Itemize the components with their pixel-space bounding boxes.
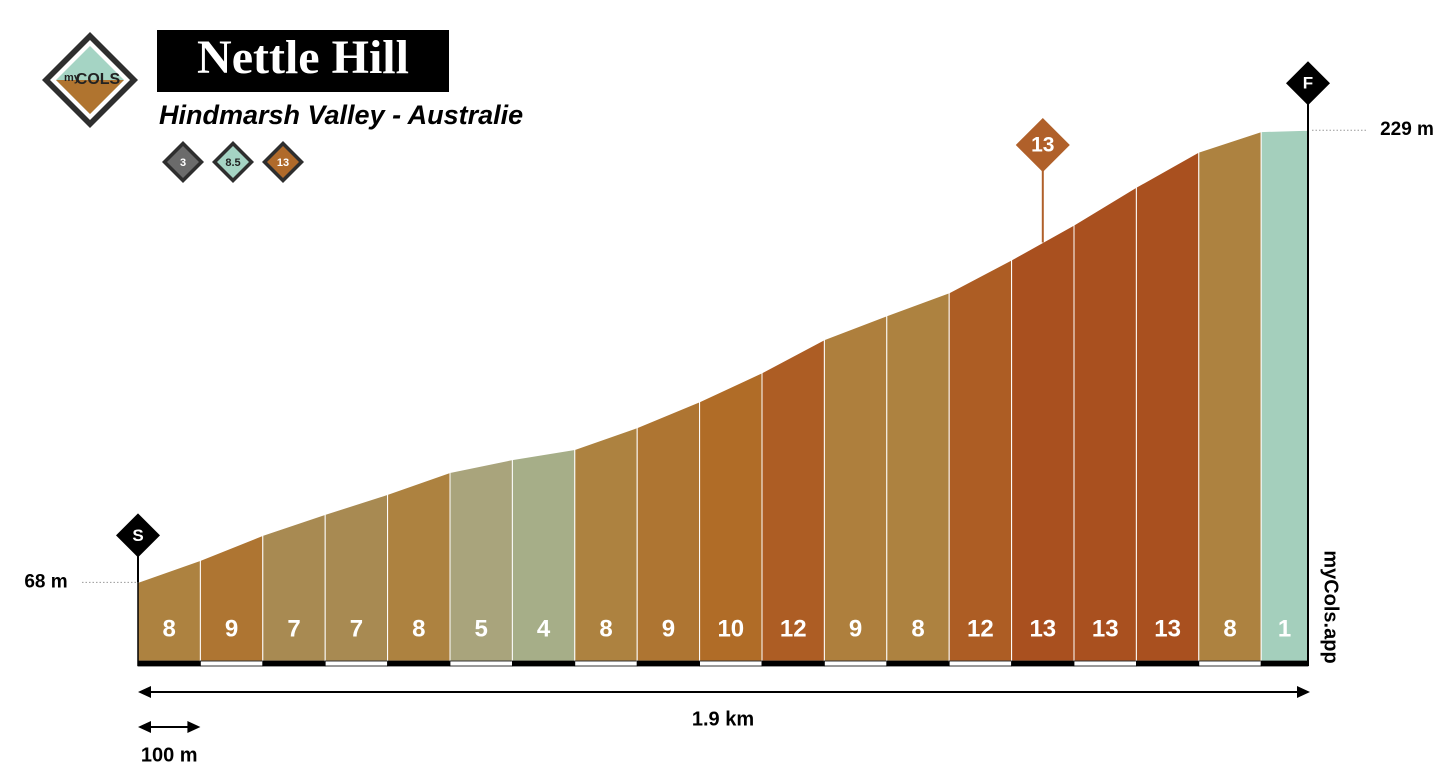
gradient-label: 1 <box>1278 615 1291 642</box>
distance-arrow-head <box>1297 686 1310 698</box>
title-box <box>157 30 449 92</box>
elevation-label: 68 m <box>24 571 67 592</box>
legend-label: 8.5 <box>225 157 240 169</box>
legend-badge <box>217 146 249 178</box>
gradient-label: 7 <box>350 615 363 642</box>
gradient-label: 8 <box>911 615 924 642</box>
distance-block <box>1073 660 1137 667</box>
logo-main: COLS <box>76 71 121 88</box>
gradient-label: 8 <box>599 615 612 642</box>
profile-segment <box>948 259 1013 662</box>
distance-block <box>1011 660 1075 667</box>
legend-label: 3 <box>180 157 186 169</box>
gradient-label: 8 <box>1223 615 1236 642</box>
profile-segment <box>137 559 201 662</box>
logo-ground <box>56 80 124 114</box>
gradient-label: 9 <box>662 615 675 642</box>
profile-segment <box>1073 186 1137 662</box>
distance-label: 1.9 km <box>692 708 754 730</box>
distance-block <box>948 660 1013 667</box>
gradient-label: 13 <box>1092 615 1119 642</box>
scale-arrow-head <box>187 721 201 733</box>
max-gradient-diamond <box>1015 118 1070 172</box>
profile-segment <box>1260 129 1309 662</box>
scale-arrow-head <box>138 721 151 733</box>
legend-label: 13 <box>277 157 289 169</box>
distance-block <box>886 660 950 667</box>
scale-label: 100 m <box>141 744 198 766</box>
distance-block <box>1198 660 1262 667</box>
profile-segment <box>1011 224 1075 662</box>
gradient-label: 9 <box>849 615 862 642</box>
distance-block <box>761 660 825 667</box>
distance-block <box>512 660 576 667</box>
gradient-label: 8 <box>163 615 176 642</box>
legend-badge <box>267 146 299 178</box>
profile-segment <box>823 315 888 662</box>
distance-block <box>449 660 513 667</box>
watermark: myCols.app <box>1320 550 1342 663</box>
distance-block <box>1136 660 1200 667</box>
gradient-label: 12 <box>780 615 807 642</box>
marker-label: S <box>132 526 143 545</box>
distance-block <box>262 660 326 667</box>
gradient-label: 13 <box>1154 615 1181 642</box>
gradient-label: 4 <box>537 615 551 642</box>
gradient-label: 10 <box>717 615 744 642</box>
profile-segment <box>1198 130 1262 662</box>
gradient-label: 5 <box>475 615 488 642</box>
distance-block <box>1260 660 1309 667</box>
chart-subtitle: Hindmarsh Valley - Australie <box>159 100 523 130</box>
profile-segment <box>1135 151 1200 662</box>
chart-title: Nettle Hill <box>197 31 409 84</box>
gradient-label: 8 <box>412 615 425 642</box>
marker-diamond <box>116 513 160 558</box>
marker-label: F <box>1303 74 1313 93</box>
gradient-label: 13 <box>1029 615 1056 642</box>
gradient-label: 7 <box>287 615 300 642</box>
profile-segment <box>886 292 950 662</box>
logo-top: my <box>64 72 81 84</box>
distance-arrow-head <box>138 686 151 698</box>
distance-block <box>324 660 389 667</box>
elevation-label: 229 m <box>1380 119 1434 140</box>
distance-block <box>199 660 264 667</box>
distance-block <box>137 660 201 667</box>
distance-block <box>387 660 451 667</box>
profile-segment <box>761 338 825 662</box>
distance-block <box>824 660 888 667</box>
max-gradient-label: 13 <box>1031 134 1054 157</box>
marker-diamond <box>1286 61 1330 106</box>
logo: my COLS <box>42 32 138 128</box>
distance-block <box>574 660 638 667</box>
distance-block <box>636 660 701 667</box>
legend-badge <box>167 146 199 178</box>
gradient-label: 9 <box>225 615 238 642</box>
distance-block <box>699 660 763 667</box>
gradient-label: 12 <box>967 615 994 642</box>
